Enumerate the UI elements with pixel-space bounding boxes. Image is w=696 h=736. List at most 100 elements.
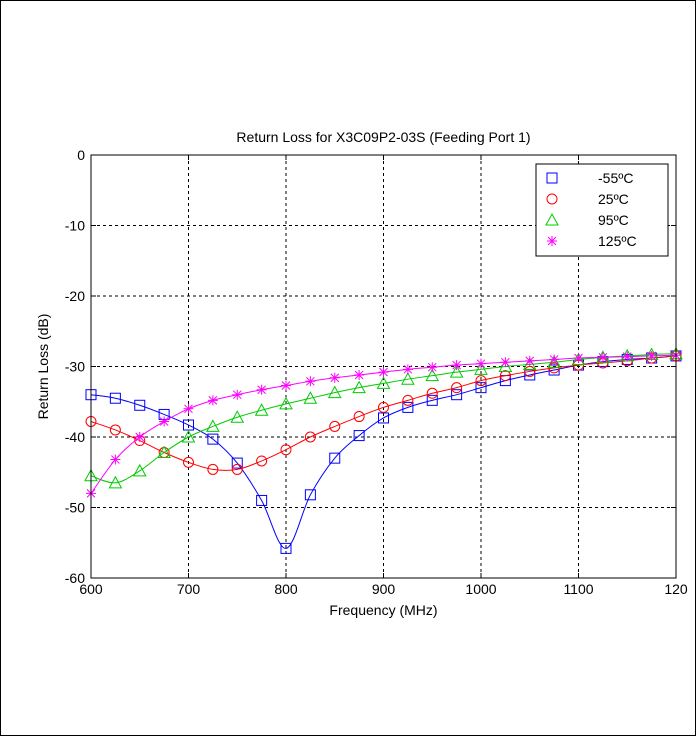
data-point: [206, 419, 220, 432]
data-point: [353, 430, 365, 442]
data-point: [573, 353, 584, 364]
data-point: [498, 359, 513, 372]
legend-label: -55ºC: [598, 170, 633, 186]
data-point: [183, 403, 194, 414]
data-point: [256, 455, 268, 467]
data-point: [304, 431, 316, 443]
data-point: [427, 362, 438, 373]
data-point: [109, 424, 121, 436]
data-point: [109, 392, 121, 404]
data-point: [305, 376, 316, 387]
data-point: [474, 362, 488, 375]
data-point: [329, 452, 341, 464]
data-point: [134, 432, 145, 442]
data-point: [183, 456, 194, 468]
y-tick-label: -30: [65, 359, 85, 375]
data-point: [281, 380, 291, 391]
data-point: [280, 542, 292, 554]
data-point: [524, 369, 536, 381]
series-layer: [84, 346, 683, 554]
data-point: [378, 401, 389, 413]
data-point: [402, 394, 414, 406]
x-axis-label: Frequency (MHz): [329, 602, 437, 618]
data-point: [499, 370, 511, 382]
y-tick-label: 0: [77, 147, 85, 163]
data-point: [256, 384, 267, 395]
data-point: [329, 420, 341, 432]
data-point: [327, 385, 342, 399]
data-point: [353, 411, 365, 423]
data-point: [646, 350, 657, 361]
data-point: [451, 389, 463, 401]
legend: -55ºC 25ºC 95ºC 125ºC: [535, 163, 669, 257]
y-tick-label: -60: [65, 570, 85, 586]
data-point: [451, 382, 463, 394]
data-point: [451, 360, 462, 371]
data-point: [597, 352, 608, 363]
y-axis-label: Return Loss (dB): [35, 314, 51, 420]
x-tick-label: 120: [664, 581, 688, 597]
data-point: [449, 365, 464, 378]
x-tick-label: 1000: [465, 581, 496, 597]
data-point: [110, 454, 121, 465]
data-point: [549, 354, 560, 365]
y-tick-label: -50: [65, 500, 85, 516]
data-point: [401, 372, 415, 385]
data-point: [256, 494, 268, 506]
data-point: [134, 399, 146, 411]
data-point: [426, 387, 438, 399]
x-tick-label: 900: [372, 581, 396, 597]
data-point: [232, 389, 243, 400]
data-point: [571, 352, 586, 365]
series-line: [90, 355, 677, 471]
legend-marker: [545, 212, 559, 226]
data-point: [475, 375, 487, 387]
data-point: [378, 367, 389, 378]
x-tick-label: 800: [274, 581, 298, 597]
data-point: [352, 380, 366, 394]
legend-marker: [546, 193, 558, 205]
data-point: [476, 358, 486, 369]
legend-marker: [546, 172, 558, 184]
x-tick-label: 1100: [563, 581, 593, 597]
data-point: [304, 489, 316, 501]
y-tick-label: -40: [65, 429, 85, 445]
y-tick-label: -20: [65, 288, 85, 304]
data-point: [425, 368, 440, 382]
data-point: [402, 364, 413, 375]
data-point: [500, 357, 511, 368]
data-point: [376, 376, 391, 389]
data-point: [622, 351, 633, 362]
legend-label: 95ºC: [598, 212, 629, 228]
data-point: [231, 457, 243, 469]
data-point: [254, 403, 269, 416]
data-point: [230, 410, 245, 423]
legend-box: [535, 163, 669, 257]
data-point: [207, 463, 219, 475]
data-point: [426, 394, 438, 406]
data-point: [402, 401, 414, 413]
legend-label: 25ºC: [598, 191, 629, 207]
data-point: [524, 365, 536, 377]
data-point: [231, 463, 243, 475]
data-point: [378, 412, 389, 424]
data-point: [280, 444, 292, 456]
y-tick-label: -10: [65, 218, 85, 234]
data-point: [207, 433, 219, 445]
data-point: [181, 429, 196, 443]
chart-title: Return Loss for X3C09P2-03S (Feeding Por…: [236, 129, 530, 145]
data-point: [157, 445, 171, 459]
data-point: [329, 372, 340, 383]
tick-layer: 600 700 800 900 1000 1100 1200-10-20-30-40-50-…: [65, 147, 688, 597]
data-point: [354, 369, 365, 380]
data-point: [524, 355, 535, 366]
legend-marker: [547, 236, 557, 246]
x-tick-label: 600: [79, 581, 103, 597]
data-point: [279, 396, 293, 410]
data-point: [108, 475, 123, 489]
data-point: [475, 382, 487, 394]
legend-label: 125ºC: [598, 233, 637, 249]
data-point: [132, 463, 147, 477]
data-point: [159, 416, 170, 427]
